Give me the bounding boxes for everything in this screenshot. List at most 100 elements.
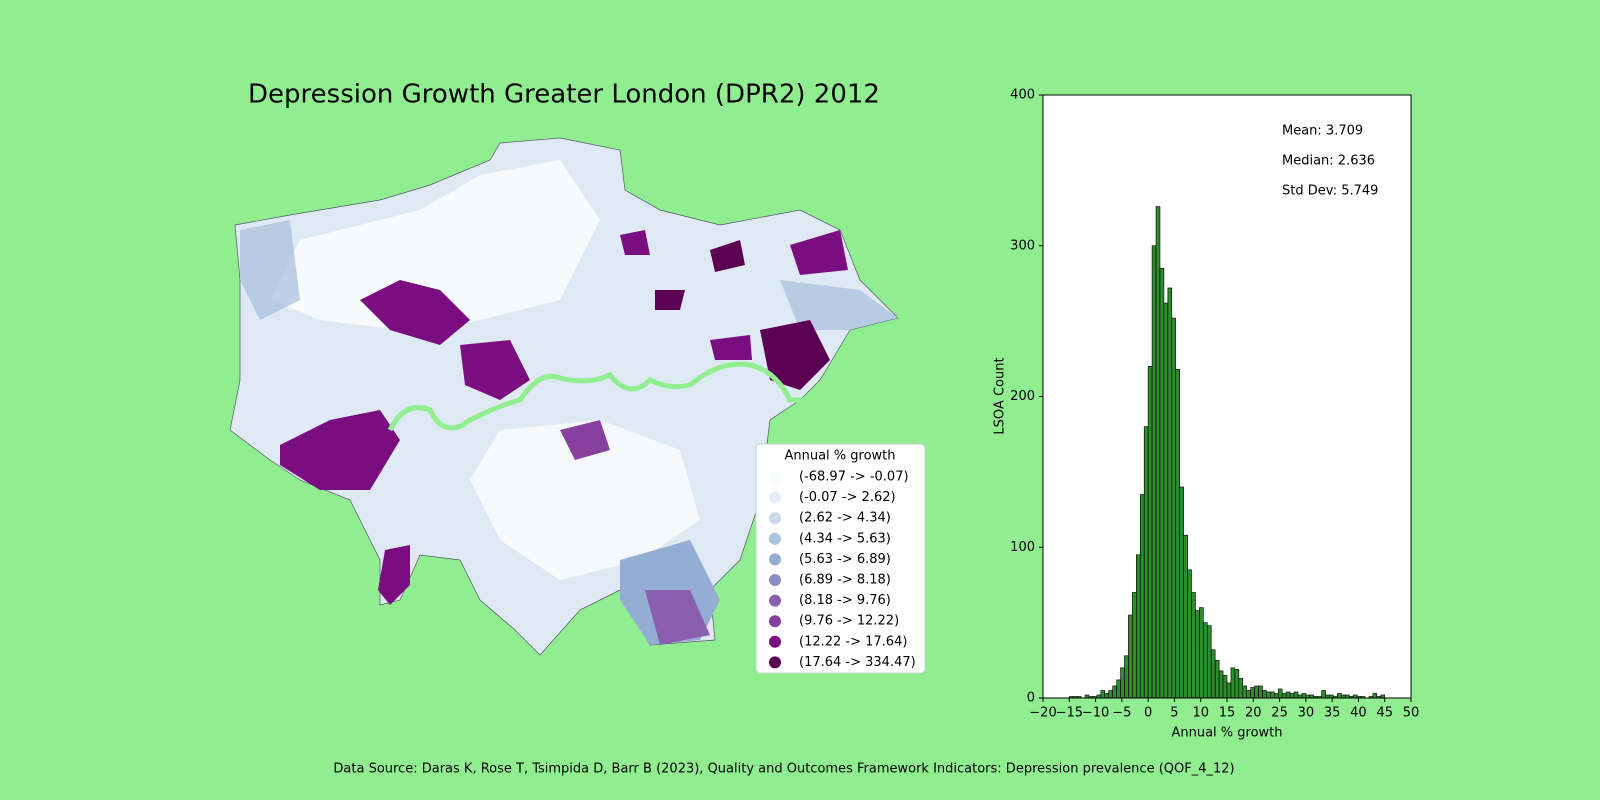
bar xyxy=(1100,690,1106,699)
bar xyxy=(1285,691,1291,699)
legend-label: (12.22 -> 17.64) xyxy=(799,634,907,649)
map-hot-area xyxy=(620,230,650,255)
bar xyxy=(1143,426,1149,699)
legend-marker xyxy=(769,656,781,669)
map-hot-area xyxy=(790,230,848,275)
x-tick-label: 35 xyxy=(1324,706,1341,721)
legend-label: (2.62 -> 4.34) xyxy=(799,511,891,526)
bar xyxy=(1116,679,1121,699)
bar xyxy=(1301,693,1307,699)
map-hot-area xyxy=(378,545,410,605)
bar xyxy=(1179,486,1184,699)
legend-label: (-68.97 -> -0.07) xyxy=(799,470,909,485)
map-hot-area xyxy=(560,420,610,460)
bar xyxy=(1171,317,1177,699)
bar xyxy=(1210,649,1216,699)
legend-marker xyxy=(769,471,781,483)
bar xyxy=(1258,685,1263,699)
x-axis-label: Annual % growth xyxy=(1171,726,1282,741)
bar xyxy=(1274,693,1279,699)
x-tick-label: 25 xyxy=(1271,706,1288,721)
stat-annotation: Std Dev: 5.749 xyxy=(1282,184,1378,199)
x-tick-label: −15 xyxy=(1056,706,1083,721)
x-tick-label: −5 xyxy=(1112,706,1131,721)
legend-marker xyxy=(769,594,781,607)
bar xyxy=(1246,690,1251,699)
legend-marker xyxy=(769,491,781,504)
legend-marker xyxy=(769,512,781,525)
map-hot-area xyxy=(710,240,745,272)
bar xyxy=(1250,687,1255,699)
bar xyxy=(1218,670,1224,699)
bar xyxy=(1230,667,1236,699)
map-light-area xyxy=(270,160,600,330)
map-hot-area xyxy=(655,290,685,310)
map-hot-area xyxy=(280,410,400,490)
bar xyxy=(1155,206,1161,699)
x-tick-label: 50 xyxy=(1403,706,1420,721)
bar xyxy=(1139,494,1145,699)
bar xyxy=(1167,287,1173,699)
bar xyxy=(1175,369,1180,699)
bar xyxy=(1104,693,1110,699)
legend-label: (5.63 -> 6.89) xyxy=(799,552,891,567)
y-tick-label: 0 xyxy=(1027,691,1035,706)
x-tick-label: 15 xyxy=(1219,706,1236,721)
bar xyxy=(1163,302,1169,699)
y-tick-label: 400 xyxy=(1010,88,1035,103)
bar xyxy=(1195,610,1200,699)
y-tick-label: 100 xyxy=(1010,540,1035,555)
x-tick-label: 30 xyxy=(1298,706,1315,721)
x-tick-label: −20 xyxy=(1029,706,1056,721)
bar xyxy=(1321,690,1326,699)
map xyxy=(229,137,899,656)
map-hot-area xyxy=(360,280,470,345)
legend-label: (4.34 -> 5.63) xyxy=(799,531,891,546)
bar xyxy=(1187,569,1192,699)
histogram xyxy=(1043,95,1411,698)
legend-marker xyxy=(769,615,781,628)
legend-label: (8.18 -> 9.76) xyxy=(799,593,891,608)
bar xyxy=(1254,685,1259,699)
map-light-area xyxy=(470,420,700,580)
map-hot-area xyxy=(760,320,830,390)
bar xyxy=(1289,693,1295,699)
legend-marker xyxy=(769,635,781,648)
map-hot-area xyxy=(460,340,530,400)
map-hot-area xyxy=(645,590,710,645)
legend-label: (17.64 -> 334.47) xyxy=(799,655,916,670)
bar xyxy=(1281,693,1287,699)
bar xyxy=(1199,607,1204,699)
bar xyxy=(1191,592,1196,699)
bar xyxy=(1270,691,1275,699)
stat-annotation: Median: 2.636 xyxy=(1282,154,1375,169)
bar xyxy=(1124,655,1129,699)
legend-label: (9.76 -> 12.22) xyxy=(799,614,899,629)
legend-box xyxy=(755,443,926,674)
y-tick-label: 300 xyxy=(1010,238,1035,253)
legend-label: (-0.07 -> 2.62) xyxy=(799,490,896,505)
legend-label: (6.89 -> 8.18) xyxy=(799,573,891,588)
legend-marker xyxy=(769,574,781,586)
y-tick-label: 200 xyxy=(1010,389,1035,404)
bar xyxy=(1132,592,1137,699)
bar xyxy=(1293,691,1299,699)
bar xyxy=(1337,693,1342,699)
map-hot-area xyxy=(710,335,752,360)
bar xyxy=(1214,660,1220,699)
bar xyxy=(1242,685,1248,699)
bar xyxy=(1226,682,1232,699)
bar xyxy=(1234,669,1240,699)
bar xyxy=(1238,678,1244,699)
bar xyxy=(1159,268,1165,699)
x-tick-label: 40 xyxy=(1350,706,1367,721)
map-mid-area xyxy=(240,220,300,320)
x-tick-label: 20 xyxy=(1245,706,1262,721)
bar xyxy=(1203,622,1208,699)
bar xyxy=(1128,614,1133,699)
y-axis-label: LSOA Count xyxy=(993,357,1008,434)
bar xyxy=(1108,690,1113,699)
source-note: Data Source: Daras K, Rose T, Tsimpida D… xyxy=(333,762,1234,777)
